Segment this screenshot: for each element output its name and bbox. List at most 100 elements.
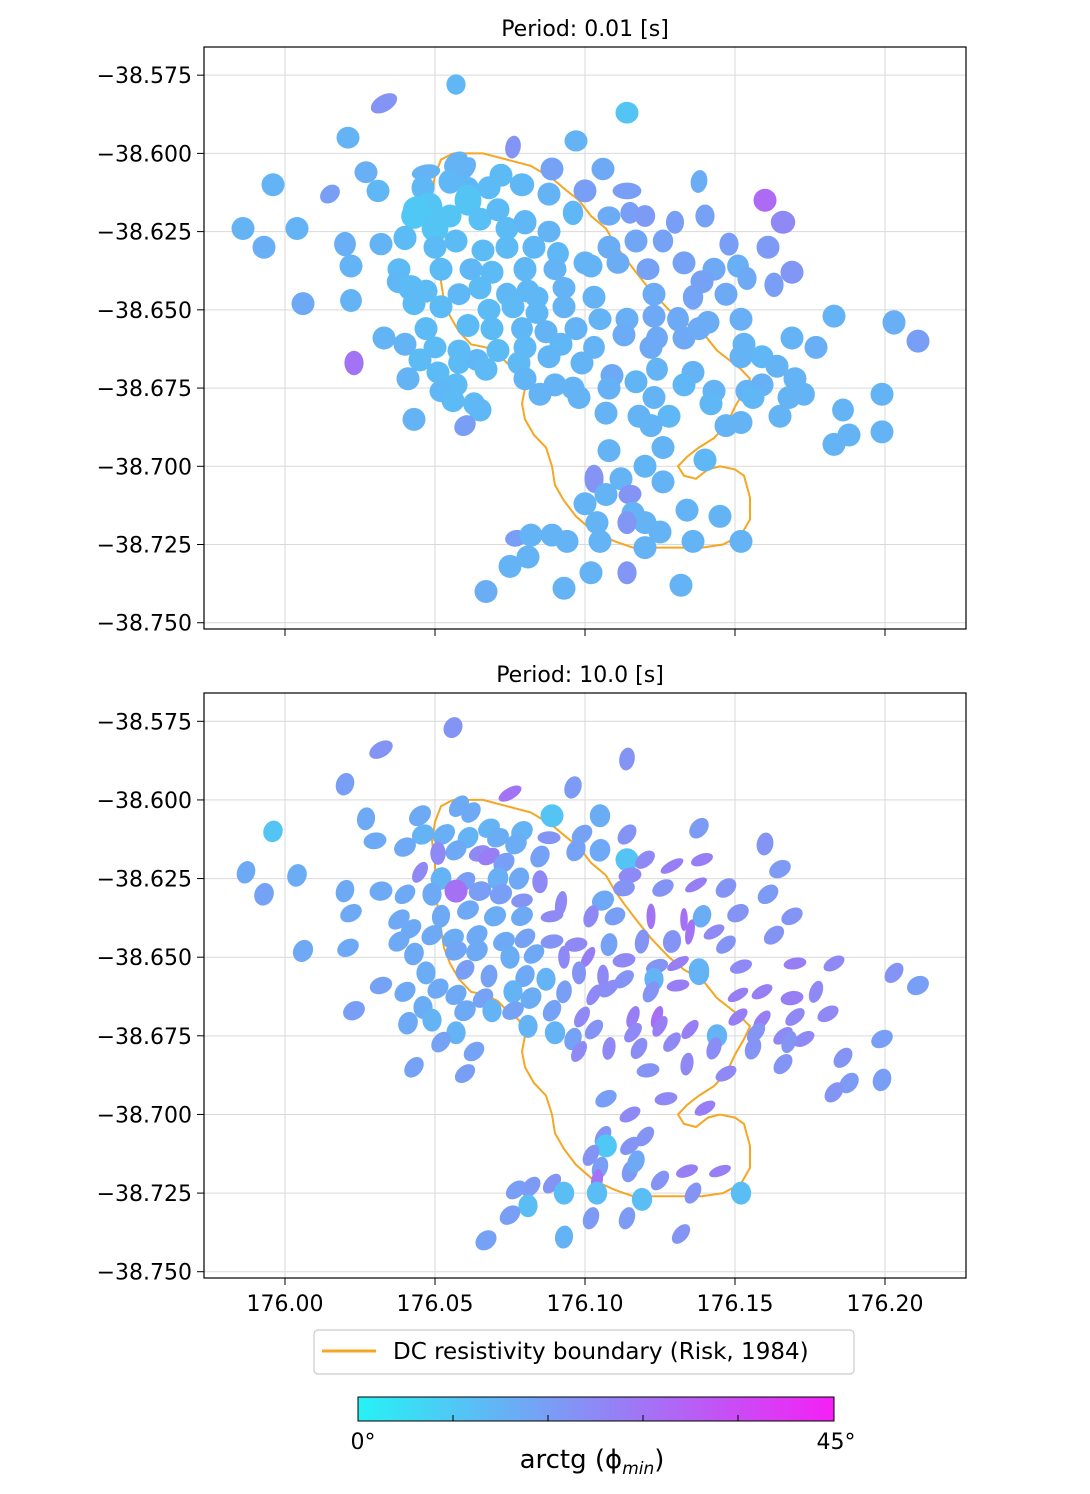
phase-tensor-ellipse bbox=[474, 357, 498, 381]
y-tick-label: −38.750 bbox=[97, 1261, 192, 1286]
phase-tensor-ellipse bbox=[872, 1068, 892, 1092]
phase-tensor-ellipse bbox=[680, 1052, 694, 1076]
phase-tensor-ellipse bbox=[595, 1134, 617, 1158]
phase-tensor-ellipse bbox=[429, 295, 453, 319]
phase-tensor-ellipse bbox=[612, 953, 636, 968]
phase-tensor-ellipse bbox=[624, 370, 648, 394]
panel-title: Period: 10.0 [s] bbox=[496, 663, 664, 688]
phase-tensor-ellipse bbox=[714, 414, 738, 438]
phase-tensor-ellipse bbox=[591, 890, 615, 911]
phase-tensor-ellipse bbox=[617, 561, 637, 585]
phase-tensor-ellipse bbox=[558, 945, 570, 969]
boundary-layer bbox=[430, 152, 752, 549]
phase-tensor-ellipse bbox=[729, 529, 753, 553]
phase-tensor-ellipse bbox=[468, 398, 492, 422]
phase-tensor-ellipse bbox=[447, 283, 471, 306]
phase-tensor-ellipse bbox=[466, 925, 488, 946]
phase-tensor-ellipse bbox=[699, 392, 723, 416]
legend-label: DC resistivity boundary (Risk, 1984) bbox=[393, 1339, 809, 1365]
phase-tensor-ellipse bbox=[666, 979, 690, 992]
phase-tensor-ellipse bbox=[540, 157, 564, 181]
phase-tensor-ellipse bbox=[466, 940, 488, 962]
phase-tensor-ellipse bbox=[706, 1037, 722, 1060]
colorbar-gradient bbox=[357, 1396, 835, 1422]
phase-tensor-ellipse bbox=[394, 837, 416, 857]
colorbar-ticks bbox=[357, 1415, 835, 1421]
phase-tensor-ellipse bbox=[344, 350, 364, 376]
phase-tensor-ellipse bbox=[871, 1029, 893, 1049]
phase-tensor-ellipse bbox=[822, 304, 846, 328]
phase-tensor-ellipse bbox=[394, 884, 416, 905]
x-tick-label: 176.20 bbox=[847, 1292, 924, 1317]
phase-tensor-ellipse bbox=[714, 282, 738, 306]
phase-tensor-ellipse bbox=[509, 173, 535, 197]
phase-tensor-ellipse bbox=[729, 345, 753, 369]
phase-tensor-ellipse bbox=[597, 964, 609, 988]
phase-tensor-ellipse bbox=[446, 1021, 466, 1045]
colorbar-max-label: 45° bbox=[817, 1430, 856, 1455]
phase-tensor-ellipse bbox=[456, 314, 480, 337]
phase-tensor-ellipse bbox=[642, 386, 666, 409]
phase-tensor-ellipse bbox=[445, 840, 467, 861]
phase-tensor-ellipse bbox=[401, 203, 427, 229]
legend-box bbox=[313, 1329, 855, 1375]
phase-tensor-ellipse bbox=[620, 1136, 640, 1156]
phase-tensor-ellipse bbox=[454, 415, 476, 437]
phase-tensor-ellipse bbox=[715, 878, 737, 898]
phase-tensor-ellipse bbox=[599, 979, 619, 998]
phase-tensor-ellipse bbox=[412, 861, 428, 883]
phase-tensor-ellipse bbox=[746, 1022, 766, 1043]
phase-tensor-ellipse bbox=[564, 776, 582, 799]
phase-tensor-ellipse bbox=[411, 824, 435, 845]
phase-tensor-ellipse bbox=[495, 217, 519, 240]
phase-tensor-ellipse bbox=[824, 1082, 844, 1103]
boundary-layer bbox=[430, 798, 752, 1198]
phase-tensor-ellipse bbox=[474, 580, 498, 603]
phase-tensor-ellipse bbox=[515, 965, 535, 988]
phase-tensor-ellipse bbox=[669, 573, 693, 597]
phase-tensor-ellipse bbox=[501, 295, 525, 319]
phase-tensor-ellipse bbox=[505, 833, 527, 855]
phase-tensor-ellipse bbox=[564, 937, 588, 952]
y-tick-label: −38.700 bbox=[97, 455, 192, 480]
y-tick-label: −38.700 bbox=[97, 1103, 192, 1128]
phase-tensor-ellipse bbox=[477, 298, 501, 321]
phase-tensor-ellipse bbox=[654, 1092, 678, 1106]
phase-tensor-ellipse bbox=[402, 292, 426, 316]
phase-tensor-ellipse bbox=[602, 1037, 616, 1060]
phase-tensor-ellipse bbox=[489, 884, 513, 905]
phase-tensor-ellipse bbox=[254, 883, 274, 906]
x-tick-label: 176.15 bbox=[697, 1292, 774, 1317]
phase-tensor-ellipse bbox=[579, 561, 603, 585]
phase-tensor-ellipse bbox=[486, 339, 510, 362]
phase-tensor-ellipse bbox=[614, 970, 634, 989]
phase-tensor-ellipse bbox=[320, 184, 340, 204]
phase-tensor-ellipse bbox=[444, 229, 468, 253]
phase-tensor-ellipse bbox=[753, 188, 777, 212]
phase-tensor-ellipse bbox=[729, 307, 753, 331]
phase-tensor-ellipse bbox=[516, 545, 540, 569]
phase-tensor-ellipse bbox=[292, 939, 314, 962]
y-tick-label: −38.650 bbox=[97, 946, 192, 971]
phase-tensor-ellipse bbox=[690, 270, 714, 294]
phase-tensor-ellipse bbox=[263, 820, 283, 843]
phase-tensor-ellipse bbox=[597, 376, 621, 400]
phase-tensor-ellipse bbox=[520, 987, 542, 1009]
phase-tensor-ellipse bbox=[518, 1194, 538, 1218]
phase-tensor-ellipse bbox=[537, 345, 561, 369]
phase-tensor-ellipse bbox=[636, 258, 660, 281]
phase-tensor-ellipse bbox=[667, 307, 689, 332]
phase-tensor-ellipse bbox=[445, 984, 467, 1006]
phase-tensor-ellipse bbox=[354, 161, 378, 184]
phase-tensor-ellipse bbox=[780, 326, 804, 350]
phase-tensor-ellipse bbox=[675, 498, 699, 522]
phase-tensor-ellipse bbox=[680, 908, 688, 931]
phase-tensor-ellipse bbox=[636, 1063, 660, 1078]
phase-tensor-ellipse bbox=[416, 961, 436, 985]
phase-tensor-ellipse bbox=[388, 931, 410, 952]
phase-tensor-ellipse bbox=[393, 332, 417, 356]
phase-tensor-ellipse bbox=[715, 1065, 737, 1082]
phase-tensor-ellipse bbox=[421, 925, 443, 946]
phase-tensor-ellipse bbox=[582, 285, 606, 309]
phase-tensor-ellipse bbox=[394, 981, 416, 1002]
